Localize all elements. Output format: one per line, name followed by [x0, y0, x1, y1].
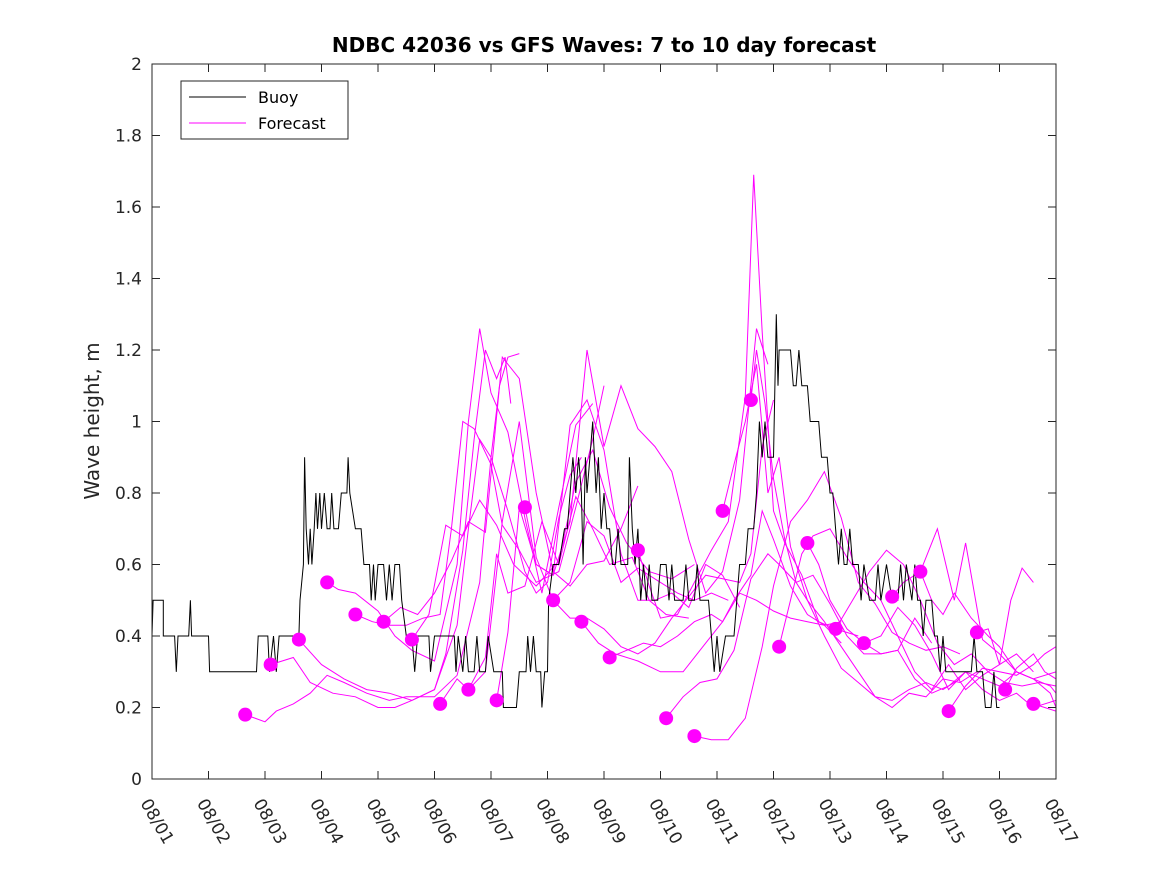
forecast-start-marker-21 [800, 536, 815, 551]
forecast-start-marker-28 [998, 682, 1013, 697]
forecast-line-28 [1004, 653, 1056, 690]
forecast-start-marker-2 [263, 657, 278, 672]
forecast-line-19 [750, 349, 978, 709]
forecast-start-marker-6 [376, 614, 391, 629]
forecast-start-marker-20 [772, 639, 787, 654]
forecast-line-23 [863, 606, 1056, 709]
forecast-start-marker-25 [913, 564, 928, 579]
forecast-start-marker-5 [348, 607, 363, 622]
forecast-start-marker-13 [574, 614, 589, 629]
y-tick-label: 1 [131, 413, 142, 433]
forecast-line-8 [439, 495, 689, 705]
forecast-start-marker-27 [969, 625, 984, 640]
y-tick-label: 0.8 [115, 484, 142, 504]
y-tick-label: 0.2 [115, 699, 142, 719]
y-tick-label: 0.6 [115, 556, 142, 576]
forecast-start-marker-22 [828, 621, 843, 636]
buoy-line [152, 314, 1000, 708]
forecast-line-25 [919, 571, 1056, 708]
forecast-line-1 [245, 353, 520, 723]
forecast-start-marker-16 [659, 711, 674, 726]
forecast-start-marker-23 [856, 636, 871, 651]
forecast-start-marker-11 [517, 500, 532, 515]
forecast-line-9 [468, 421, 729, 690]
legend: Buoy Forecast [180, 80, 349, 140]
forecast-start-markers [238, 393, 1041, 744]
forecast-line-12 [552, 399, 774, 655]
forecast-start-marker-4 [320, 575, 335, 590]
forecast-line-4 [326, 328, 594, 662]
y-tick-label: 0 [131, 770, 142, 790]
forecast-start-marker-18 [715, 503, 730, 518]
y-tick-label: 0.4 [115, 627, 142, 647]
forecast-start-marker-17 [687, 729, 702, 744]
forecast-start-marker-1 [238, 707, 253, 722]
forecast-line-7 [411, 448, 695, 640]
forecast-start-marker-29 [1026, 696, 1041, 711]
y-tick-label: 1.8 [115, 127, 142, 147]
legend-box [180, 80, 349, 140]
buoy-series-group [152, 314, 1000, 708]
y-axis-label: Wave height, m [80, 342, 104, 499]
y-axis: 0 0.2 0.4 0.6 0.8 1 1.2 1.4 1.6 1.8 2 [115, 55, 1056, 790]
forecast-start-marker-8 [433, 696, 448, 711]
y-tick-label: 1.2 [115, 341, 142, 361]
forecast-line-6 [383, 355, 639, 623]
forecast-line-26 [948, 646, 1056, 712]
forecast-start-marker-24 [885, 589, 900, 604]
forecast-start-marker-19 [743, 393, 758, 408]
forecast-start-marker-9 [461, 682, 476, 697]
forecast-line-17 [694, 470, 961, 741]
legend-buoy-label: Buoy [258, 88, 298, 107]
forecast-start-marker-26 [941, 704, 956, 719]
y-tick-label: 1.6 [115, 198, 142, 218]
forecast-line-15 [637, 174, 859, 637]
legend-forecast-label: Forecast [258, 114, 326, 133]
forecast-start-marker-14 [602, 650, 617, 665]
forecast-start-marker-10 [489, 693, 504, 708]
y-tick-label: 1.4 [115, 270, 142, 290]
forecast-line-5 [355, 385, 605, 626]
forecast-line-14 [609, 509, 842, 658]
forecast-start-marker-15 [630, 543, 645, 558]
forecast-start-marker-12 [546, 593, 561, 608]
forecast-start-marker-7 [404, 632, 419, 647]
forecast-start-marker-3 [291, 632, 306, 647]
forecast-line-22 [835, 549, 1056, 687]
chart-title: NDBC 42036 vs GFS Waves: 7 to 10 day for… [332, 33, 877, 57]
forecast-line-27 [976, 567, 1034, 665]
forecast-line-21 [806, 542, 1056, 694]
y-tick-label: 2 [131, 55, 142, 75]
